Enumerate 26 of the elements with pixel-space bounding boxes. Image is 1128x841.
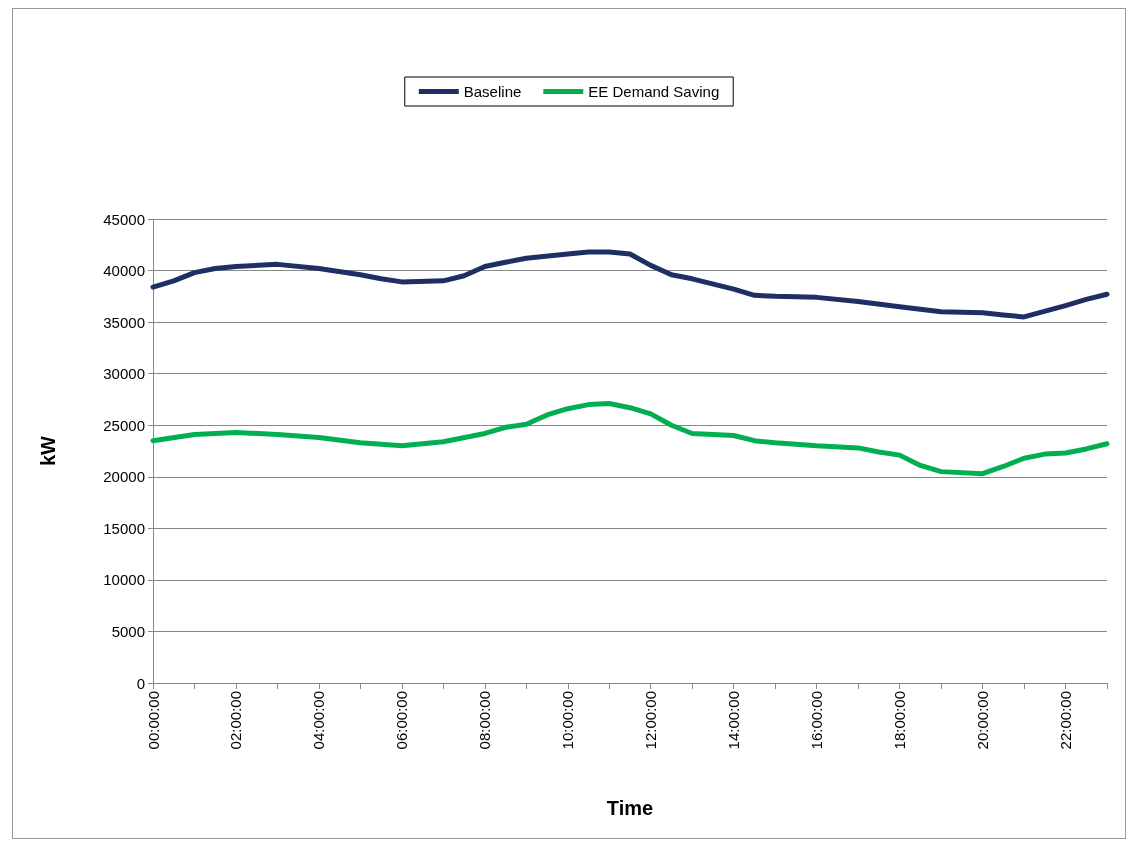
x-tick-label: 20:00:00 xyxy=(974,691,992,750)
x-axis-title: Time xyxy=(606,797,654,819)
x-tick-label: 00:00:00 xyxy=(144,691,162,750)
x-tick-label: 04:00:00 xyxy=(310,691,328,750)
y-tick-label: 0 xyxy=(136,674,145,692)
x-tick-label: 22:00:00 xyxy=(1057,691,1075,750)
legend-label: Baseline xyxy=(463,83,522,100)
x-tick-label: 08:00:00 xyxy=(476,691,494,750)
y-tick-label: 15000 xyxy=(103,519,145,537)
x-tick-label: 06:00:00 xyxy=(393,691,411,750)
y-tick-label: 40000 xyxy=(103,262,145,280)
legend-label: EE Demand Saving xyxy=(588,83,720,100)
x-tick-label: 10:00:00 xyxy=(559,691,577,750)
y-tick-label: 25000 xyxy=(103,416,145,434)
x-tick-label: 02:00:00 xyxy=(227,691,245,750)
y-tick-label: 45000 xyxy=(103,210,145,228)
y-axis-title: kW xyxy=(37,435,59,466)
x-tick-label: 14:00:00 xyxy=(725,691,743,750)
x-tick-label: 16:00:00 xyxy=(808,691,826,750)
y-tick-label: 30000 xyxy=(103,365,145,383)
y-tick-label: 10000 xyxy=(103,571,145,589)
x-tick-label: 18:00:00 xyxy=(891,691,909,750)
x-tick-label: 12:00:00 xyxy=(642,691,660,750)
y-tick-label: 5000 xyxy=(111,622,145,640)
y-tick-label: 20000 xyxy=(103,468,145,486)
y-tick-label: 35000 xyxy=(103,313,145,331)
